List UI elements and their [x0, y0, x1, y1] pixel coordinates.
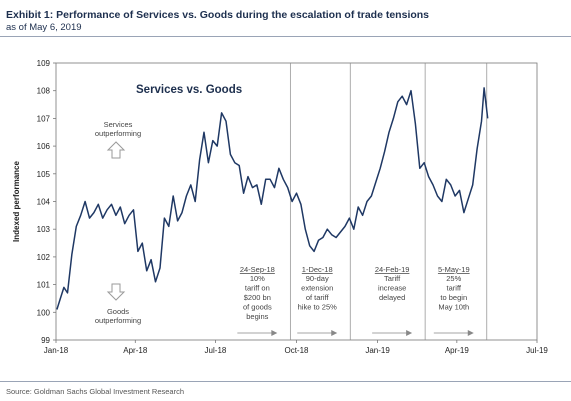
- goods-outperforming-label: outperforming: [95, 316, 141, 325]
- event-arrow-head: [467, 330, 474, 336]
- event-date-label: 5-May-19: [438, 265, 470, 274]
- y-tick-label: 109: [37, 59, 51, 68]
- y-tick-label: 107: [37, 114, 51, 123]
- y-tick-label: 100: [37, 308, 51, 317]
- x-tick-label: Jul-18: [205, 346, 227, 355]
- x-tick-label: Jan-19: [365, 346, 390, 355]
- event-date-label: 1-Dec-18: [302, 265, 333, 274]
- event-description-line: tariff on: [245, 284, 270, 293]
- up-arrow-icon: [106, 141, 126, 159]
- event-date-label: 24-Feb-19: [375, 265, 410, 274]
- event-description-line: hike to 25%: [298, 303, 338, 312]
- y-tick-label: 99: [41, 336, 50, 345]
- exhibit-subtitle: as of May 6, 2019: [6, 22, 82, 33]
- y-tick-label: 103: [37, 225, 51, 234]
- top-rule: [0, 36, 571, 37]
- event-description-line: 10%: [250, 274, 265, 283]
- event-description-line: 90-day: [306, 274, 329, 283]
- down-arrow-icon: [106, 283, 126, 301]
- event-description-line: May 10th: [438, 303, 469, 312]
- event-description-line: of tariff: [306, 293, 330, 302]
- y-tick-label: 101: [37, 281, 51, 290]
- event-description-line: begins: [246, 312, 268, 321]
- exhibit-title: Exhibit 1: Performance of Services vs. G…: [6, 9, 430, 21]
- x-tick-label: Jul-19: [526, 346, 548, 355]
- y-tick-label: 105: [37, 170, 51, 179]
- y-tick-label: 106: [37, 142, 51, 151]
- event-description-line: increase: [378, 284, 406, 293]
- chart-title: Services vs. Goods: [136, 84, 242, 96]
- services-outperforming-label: outperforming: [95, 129, 141, 138]
- event-date-label: 24-Sep-18: [240, 265, 275, 274]
- services-outperforming-label: Services: [104, 120, 133, 129]
- event-description-line: $200 bn: [244, 293, 271, 302]
- x-tick-label: Jan-18: [44, 346, 69, 355]
- event-description-line: delayed: [379, 293, 405, 302]
- x-tick-label: Apr-18: [123, 346, 148, 355]
- event-arrow-head: [406, 330, 413, 336]
- y-axis-label: Indexed performance: [12, 160, 21, 241]
- event-description-line: tariff: [447, 284, 462, 293]
- y-tick-label: 108: [37, 87, 51, 96]
- event-arrow-head: [331, 330, 338, 336]
- services-vs-goods-line: [56, 87, 489, 310]
- x-tick-label: Apr-19: [445, 346, 470, 355]
- event-description-line: of goods: [243, 303, 272, 312]
- event-description-line: 25%: [446, 274, 461, 283]
- bottom-rule: [0, 381, 571, 382]
- x-tick-label: Oct-18: [284, 346, 309, 355]
- event-description-line: to begin: [440, 293, 467, 302]
- event-description-line: Tariff: [384, 274, 401, 283]
- event-arrow-head: [271, 330, 278, 336]
- event-description-line: extension: [301, 284, 333, 293]
- source-note: Source: Goldman Sachs Global Investment …: [6, 387, 185, 396]
- goods-outperforming-label: Goods: [107, 307, 129, 316]
- y-tick-label: 102: [37, 253, 51, 262]
- y-tick-label: 104: [37, 198, 51, 207]
